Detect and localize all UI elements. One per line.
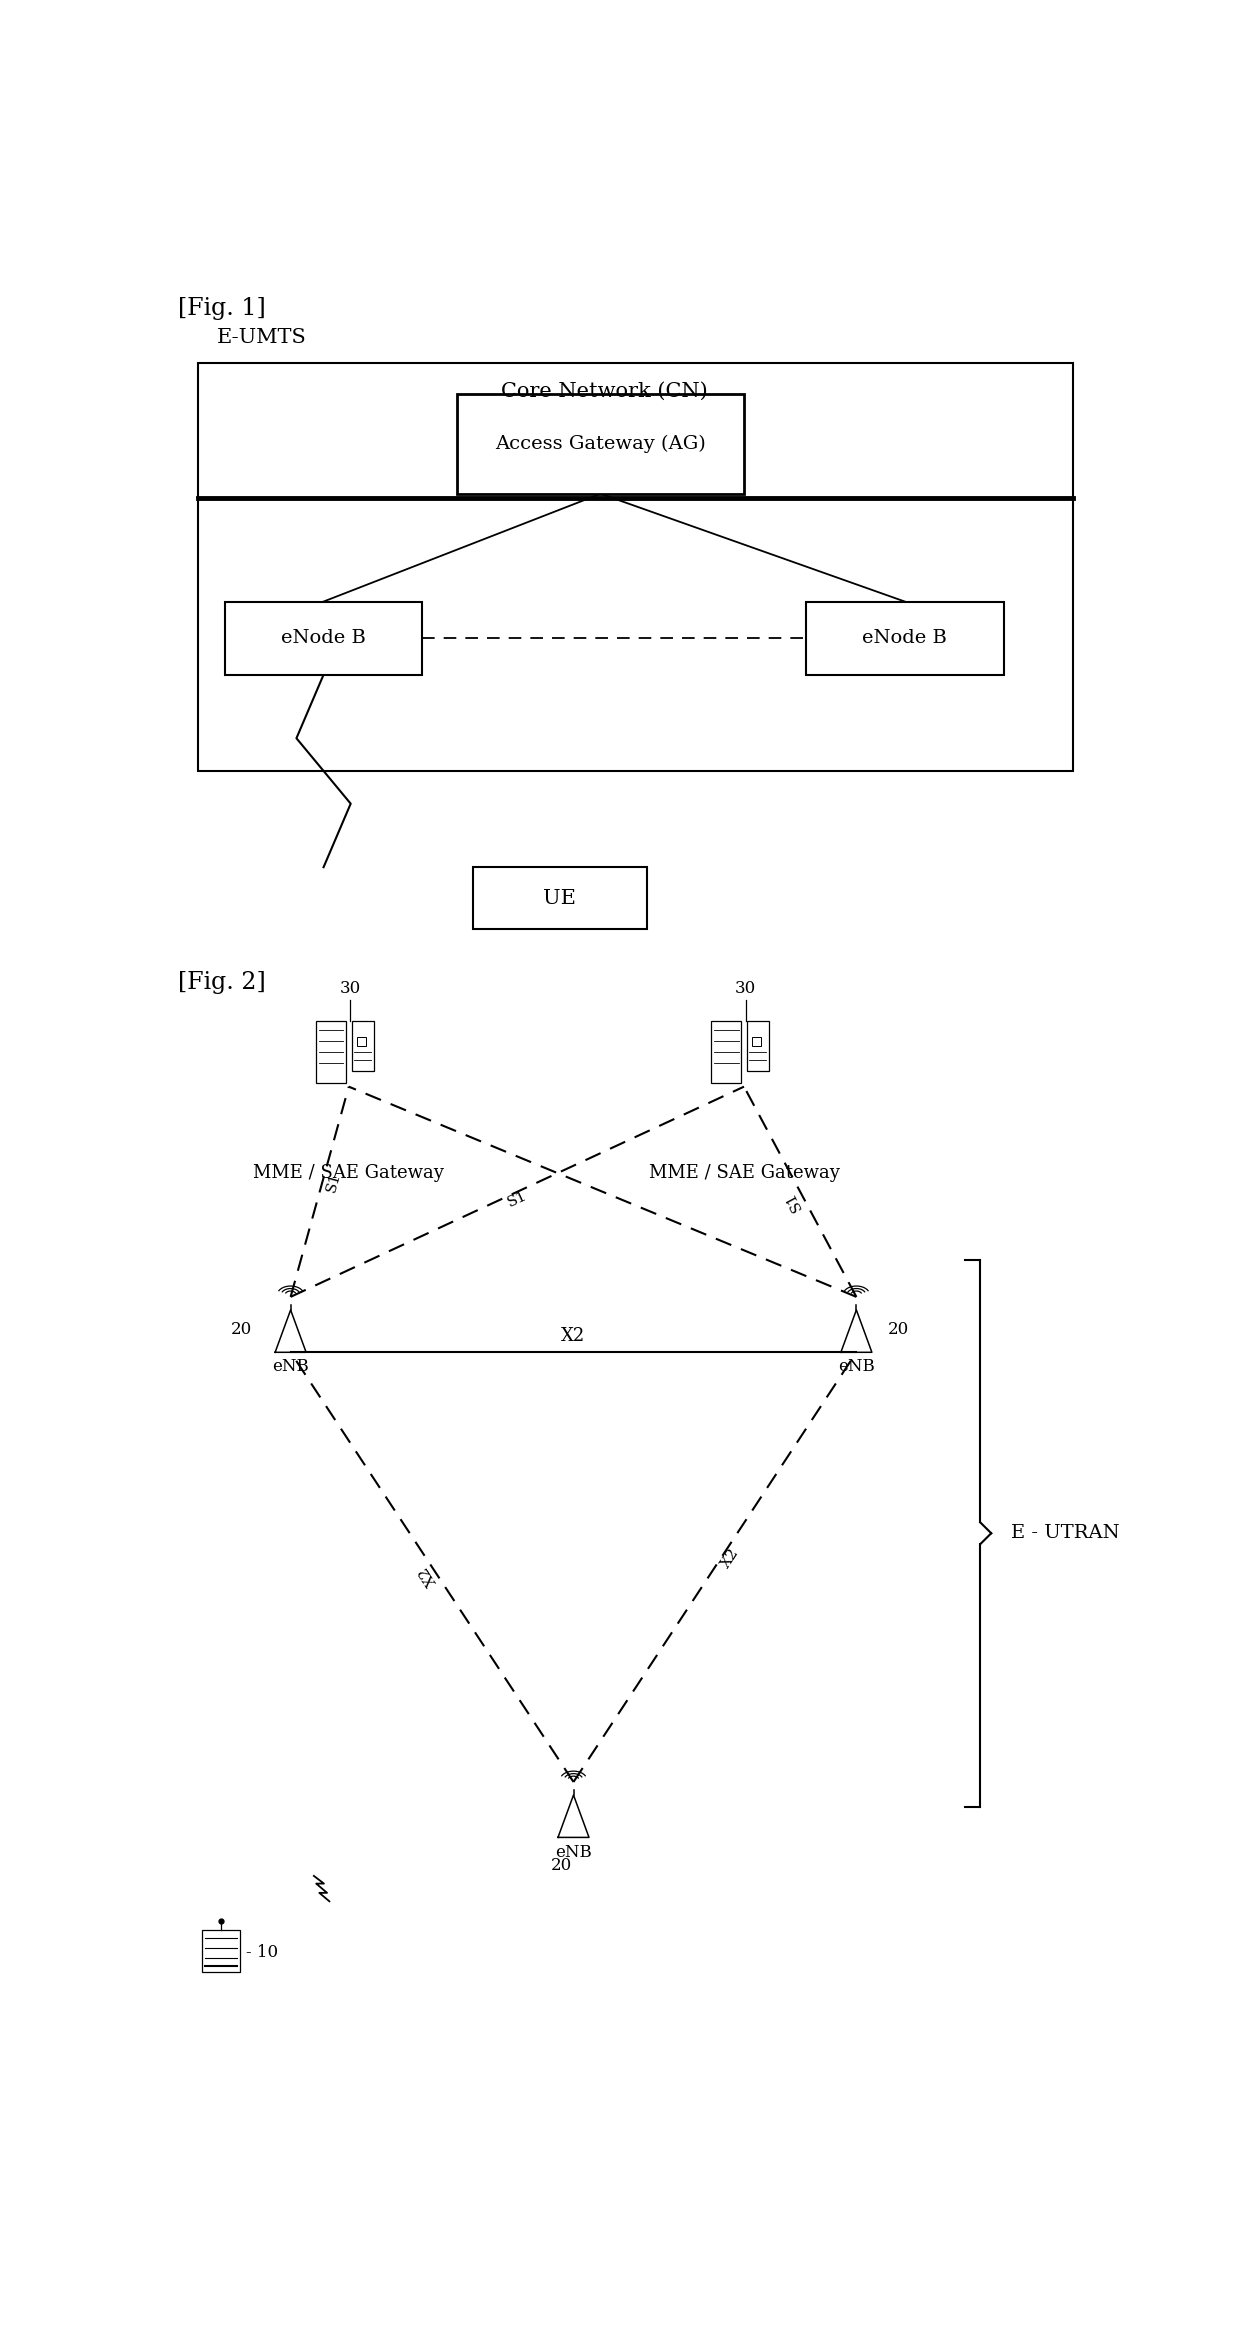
Text: UE: UE xyxy=(543,888,577,907)
Text: E-UMTS: E-UMTS xyxy=(217,329,306,348)
Text: 30: 30 xyxy=(340,980,361,996)
Bar xyxy=(357,1036,366,1046)
Text: Core Network (CN): Core Network (CN) xyxy=(501,383,708,402)
Text: E - UTRAN: E - UTRAN xyxy=(1012,1525,1120,1542)
Bar xyxy=(458,395,744,494)
Bar xyxy=(746,1022,769,1072)
Text: X2: X2 xyxy=(562,1328,585,1344)
Bar xyxy=(712,1022,742,1083)
Text: MME / SAE Gateway: MME / SAE Gateway xyxy=(649,1163,839,1182)
Text: S1: S1 xyxy=(782,1189,805,1213)
Bar xyxy=(201,1929,241,1972)
Bar xyxy=(751,1036,761,1046)
Text: [Fig. 1]: [Fig. 1] xyxy=(179,298,267,320)
Bar xyxy=(472,867,647,928)
Text: eNB: eNB xyxy=(273,1358,309,1375)
Text: - 10: - 10 xyxy=(246,1943,278,1962)
Text: 30: 30 xyxy=(735,980,756,996)
Text: Access Gateway (AG): Access Gateway (AG) xyxy=(495,435,706,454)
Text: S1: S1 xyxy=(505,1189,529,1210)
Bar xyxy=(806,602,1003,674)
Text: eNB: eNB xyxy=(838,1358,874,1375)
Text: X2: X2 xyxy=(718,1546,742,1570)
Text: [Fig. 2]: [Fig. 2] xyxy=(179,971,267,994)
Text: S1: S1 xyxy=(325,1170,343,1194)
Text: eNode B: eNode B xyxy=(281,630,366,646)
Text: MME / SAE Gateway: MME / SAE Gateway xyxy=(253,1163,444,1182)
Text: eNode B: eNode B xyxy=(862,630,947,646)
Bar xyxy=(197,362,1074,771)
Bar xyxy=(224,602,423,674)
Bar xyxy=(316,1022,346,1083)
Text: 20: 20 xyxy=(231,1321,252,1337)
Text: 20: 20 xyxy=(552,1856,573,1873)
Text: X2: X2 xyxy=(417,1563,440,1589)
Text: eNB: eNB xyxy=(556,1842,591,1861)
Bar xyxy=(352,1022,373,1072)
Text: 20: 20 xyxy=(888,1321,909,1337)
